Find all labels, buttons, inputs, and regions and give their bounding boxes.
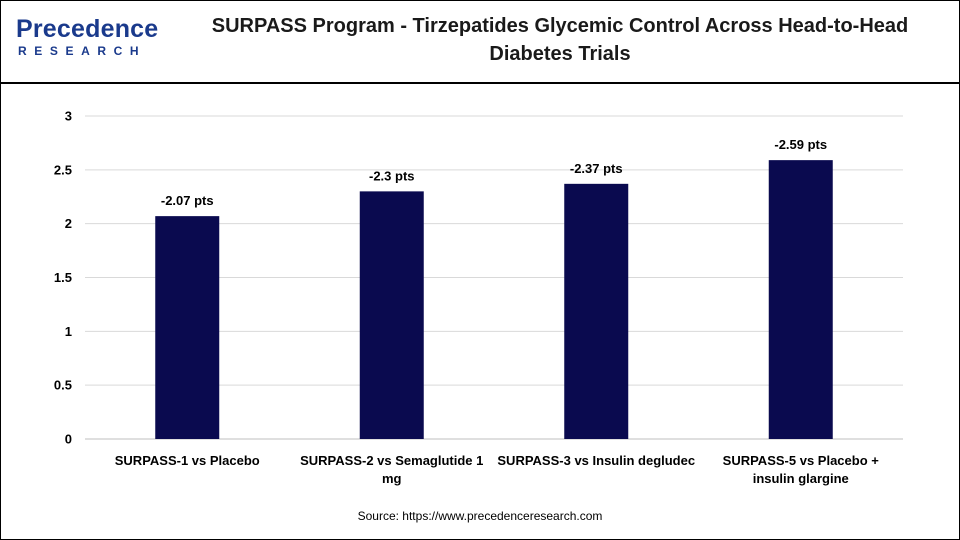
data-label: -2.07 pts: [161, 193, 214, 208]
y-tick-label: 2.5: [54, 162, 72, 177]
bar: [564, 183, 629, 439]
bar: [359, 191, 424, 439]
data-label: -2.37 pts: [570, 161, 623, 176]
data-label: -2.59 pts: [774, 137, 827, 152]
bar-chart: 0 0.5 1 1.5 2 2.5 3 -2.07 pts -2.3 pts -2.37 pts…: [54, 109, 903, 447]
y-tick-label: 0: [65, 432, 72, 447]
y-tick-label: 3: [65, 109, 72, 124]
chart-title: SURPASS Program - Tirzepatides Glycemic …: [180, 12, 940, 68]
bar: [155, 216, 220, 439]
x-category-label: SURPASS-3 vs Insulin degludec: [497, 453, 696, 468]
header-divider: [0, 82, 960, 84]
logo-subtitle: RESEARCH: [18, 44, 147, 58]
logo-wordmark: Precedence: [16, 15, 159, 43]
bar: [768, 160, 833, 439]
x-category-label: SURPASS-1 vs Placebo: [114, 453, 260, 468]
y-tick-label: 1: [65, 324, 72, 339]
brand-logo: Precedence RESEARCH: [16, 14, 166, 64]
chart-title-line-1: SURPASS Program - Tirzepatides Glycemic …: [211, 15, 909, 37]
data-label: -2.3 pts: [369, 168, 415, 183]
chart-title-line-2: Diabetes Trials: [489, 43, 631, 65]
x-category-label: SURPASS-2 vs Semaglutide 1 mg: [300, 453, 484, 486]
x-category-label: SURPASS-5 vs Placebo + insulin glargine: [722, 453, 879, 486]
source-note: Source: https://www.precedenceresearch.c…: [357, 509, 603, 523]
header: Precedence RESEARCH SURPASS Program - Ti…: [0, 0, 960, 82]
y-tick-label: 0.5: [54, 378, 72, 393]
y-tick-label: 2: [65, 216, 72, 231]
y-tick-label: 1.5: [54, 270, 72, 285]
